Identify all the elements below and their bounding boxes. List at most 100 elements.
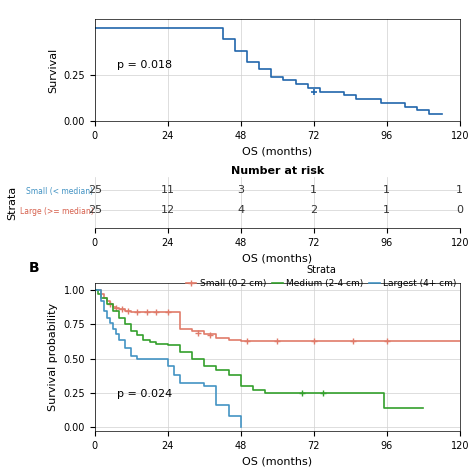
Small (0-2 cm) bbox=[146, 309, 152, 315]
Small (0-2 cm) bbox=[274, 338, 280, 344]
Legend: Small (0-2 cm), Medium (2-4 cm), Largest (4+ cm): Small (0-2 cm), Medium (2-4 cm), Largest… bbox=[182, 261, 460, 292]
Largest (4+ cm) bbox=[104, 315, 110, 320]
Medium (2-4 cm) bbox=[250, 387, 256, 393]
Small (0-2 cm) bbox=[420, 338, 426, 344]
Largest (4+ cm) bbox=[98, 298, 104, 304]
Medium (2-4 cm) bbox=[226, 372, 231, 378]
Medium (2-4 cm) bbox=[165, 342, 171, 348]
Text: B: B bbox=[29, 261, 40, 275]
Small (0-2 cm) bbox=[201, 331, 207, 337]
Small (0-2 cm) bbox=[95, 287, 100, 293]
Small (0-2 cm) bbox=[153, 309, 158, 315]
Largest (4+ cm) bbox=[189, 381, 195, 386]
Largest (4+ cm) bbox=[165, 363, 171, 368]
Medium (2-4 cm) bbox=[141, 337, 146, 342]
X-axis label: OS (months): OS (months) bbox=[242, 456, 312, 466]
Largest (4+ cm) bbox=[128, 353, 134, 359]
Small (0-2 cm) bbox=[311, 338, 317, 344]
Small (0-2 cm) bbox=[98, 292, 104, 297]
Medium (2-4 cm) bbox=[420, 405, 426, 411]
Medium (2-4 cm) bbox=[365, 390, 371, 396]
Medium (2-4 cm) bbox=[159, 341, 164, 346]
Largest (4+ cm) bbox=[122, 345, 128, 351]
Line: Small (0-2 cm): Small (0-2 cm) bbox=[95, 290, 460, 341]
Small (0-2 cm) bbox=[226, 337, 231, 342]
Text: 1: 1 bbox=[383, 185, 390, 195]
Largest (4+ cm) bbox=[135, 356, 140, 362]
Text: p = 0.024: p = 0.024 bbox=[117, 389, 172, 399]
Medium (2-4 cm) bbox=[110, 308, 116, 314]
Medium (2-4 cm) bbox=[320, 390, 326, 396]
Largest (4+ cm) bbox=[226, 413, 231, 419]
Medium (2-4 cm) bbox=[177, 349, 183, 355]
X-axis label: OS (months): OS (months) bbox=[242, 253, 312, 263]
Small (0-2 cm) bbox=[104, 298, 110, 304]
Medium (2-4 cm) bbox=[305, 390, 310, 396]
Medium (2-4 cm) bbox=[381, 405, 387, 411]
Largest (4+ cm) bbox=[101, 308, 107, 314]
Largest (4+ cm) bbox=[177, 381, 183, 386]
X-axis label: OS (months): OS (months) bbox=[242, 147, 312, 157]
Small (0-2 cm) bbox=[141, 309, 146, 315]
Medium (2-4 cm) bbox=[214, 367, 219, 373]
Medium (2-4 cm) bbox=[128, 328, 134, 334]
Medium (2-4 cm) bbox=[262, 390, 268, 396]
Y-axis label: Survival probability: Survival probability bbox=[48, 303, 58, 411]
Medium (2-4 cm) bbox=[122, 321, 128, 327]
Largest (4+ cm) bbox=[116, 337, 122, 342]
Text: 1: 1 bbox=[383, 205, 390, 215]
Line: Medium (2-4 cm): Medium (2-4 cm) bbox=[95, 290, 423, 408]
Medium (2-4 cm) bbox=[411, 405, 417, 411]
Small (0-2 cm) bbox=[101, 296, 107, 301]
Medium (2-4 cm) bbox=[396, 405, 402, 411]
Largest (4+ cm) bbox=[171, 372, 177, 378]
Small (0-2 cm) bbox=[189, 328, 195, 334]
Largest (4+ cm) bbox=[95, 287, 100, 293]
Text: 12: 12 bbox=[161, 205, 175, 215]
Medium (2-4 cm) bbox=[274, 390, 280, 396]
Small (0-2 cm) bbox=[110, 304, 116, 310]
Largest (4+ cm) bbox=[141, 356, 146, 362]
Small (0-2 cm) bbox=[384, 338, 390, 344]
Largest (4+ cm) bbox=[110, 326, 116, 331]
Medium (2-4 cm) bbox=[201, 363, 207, 368]
Medium (2-4 cm) bbox=[116, 315, 122, 320]
Y-axis label: Survival: Survival bbox=[48, 47, 58, 93]
Small (0-2 cm) bbox=[122, 308, 128, 314]
Text: p = 0.018: p = 0.018 bbox=[117, 60, 172, 70]
Text: 1: 1 bbox=[310, 185, 317, 195]
Text: 1: 1 bbox=[456, 185, 463, 195]
Medium (2-4 cm) bbox=[92, 287, 98, 293]
Text: 25: 25 bbox=[88, 205, 102, 215]
Largest (4+ cm) bbox=[214, 402, 219, 408]
Title: Number at risk: Number at risk bbox=[231, 166, 324, 176]
Largest (4+ cm) bbox=[113, 331, 119, 337]
Largest (4+ cm) bbox=[238, 424, 244, 430]
Medium (2-4 cm) bbox=[135, 333, 140, 338]
Medium (2-4 cm) bbox=[189, 356, 195, 362]
Text: 11: 11 bbox=[161, 185, 175, 195]
Medium (2-4 cm) bbox=[290, 390, 295, 396]
Y-axis label: Strata: Strata bbox=[7, 185, 17, 219]
Medium (2-4 cm) bbox=[350, 390, 356, 396]
Small (0-2 cm) bbox=[92, 287, 98, 293]
Small (0-2 cm) bbox=[238, 338, 244, 344]
Medium (2-4 cm) bbox=[95, 292, 100, 297]
Small (0-2 cm) bbox=[113, 305, 119, 311]
Line: Largest (4+ cm): Largest (4+ cm) bbox=[95, 290, 241, 427]
Medium (2-4 cm) bbox=[146, 339, 152, 345]
Largest (4+ cm) bbox=[159, 356, 164, 362]
Small (0-2 cm) bbox=[165, 309, 171, 315]
Largest (4+ cm) bbox=[201, 383, 207, 389]
Small (0-2 cm) bbox=[128, 309, 134, 315]
Text: 4: 4 bbox=[237, 205, 245, 215]
Medium (2-4 cm) bbox=[98, 296, 104, 301]
Largest (4+ cm) bbox=[153, 356, 158, 362]
Medium (2-4 cm) bbox=[335, 390, 341, 396]
Small (0-2 cm) bbox=[116, 307, 122, 312]
Small (0-2 cm) bbox=[214, 335, 219, 341]
Medium (2-4 cm) bbox=[104, 301, 110, 307]
Text: 2: 2 bbox=[310, 205, 318, 215]
Small (0-2 cm) bbox=[135, 309, 140, 315]
Text: 25: 25 bbox=[88, 185, 102, 195]
